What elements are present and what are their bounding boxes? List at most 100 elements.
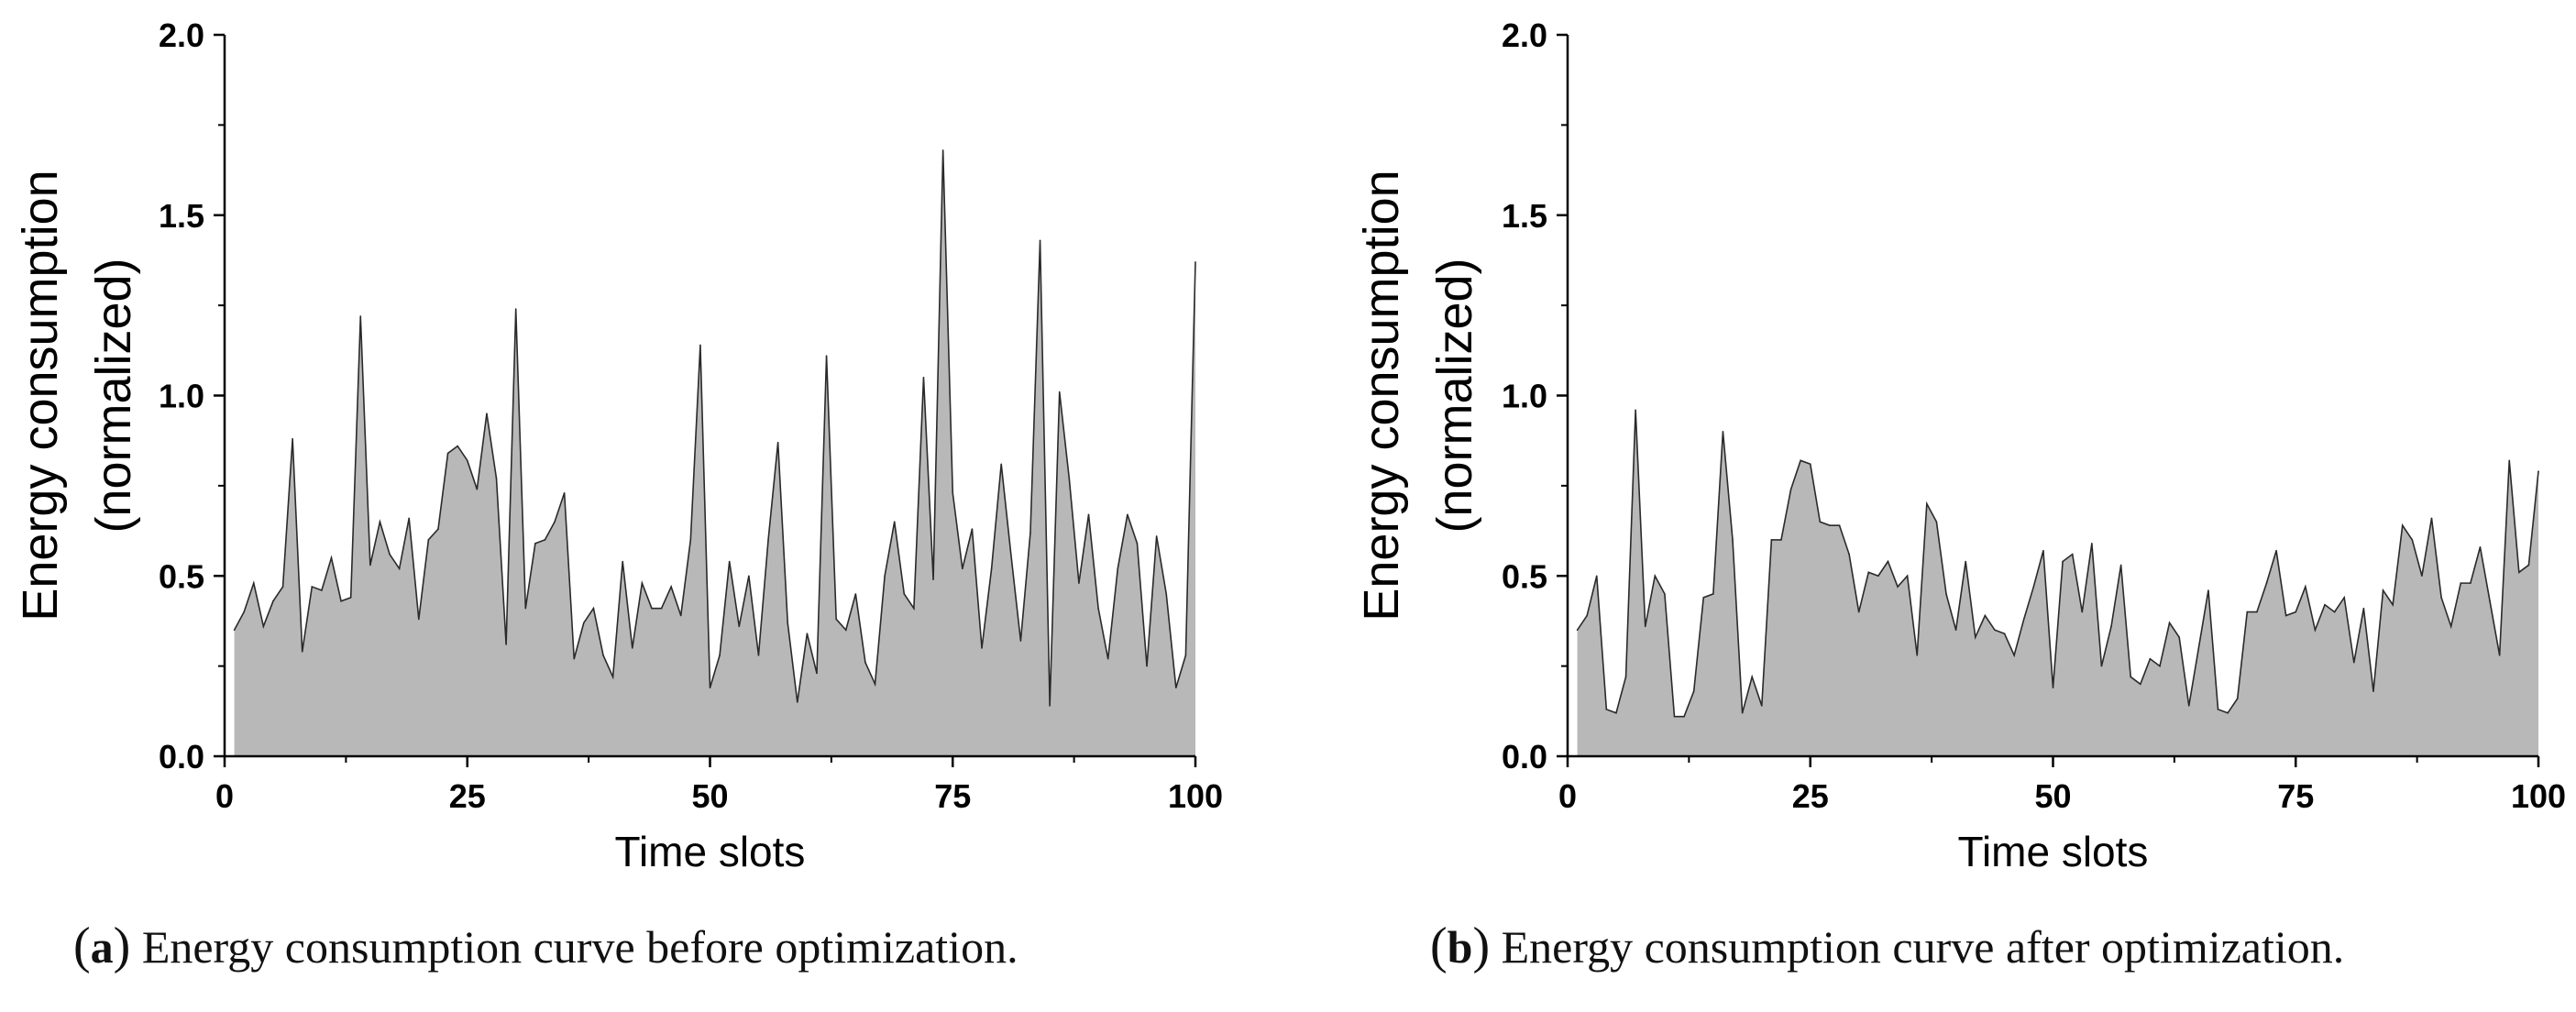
data-point xyxy=(884,575,886,578)
data-point xyxy=(1673,715,1676,718)
y-axis-label-line2: (normalized) xyxy=(1427,258,1482,533)
data-point xyxy=(1916,654,1919,656)
data-point xyxy=(1595,575,1598,578)
data-point xyxy=(1146,665,1148,667)
data-point xyxy=(1586,614,1588,617)
data-point xyxy=(2498,654,2501,656)
data-point xyxy=(2314,629,2317,632)
data-point xyxy=(524,607,527,610)
data-point xyxy=(2100,665,2103,667)
data-point xyxy=(1829,524,1831,526)
data-point xyxy=(2236,698,2239,699)
x-tick-label: 25 xyxy=(1792,777,1829,815)
data-point xyxy=(1984,614,1987,617)
data-point xyxy=(738,625,741,628)
data-point xyxy=(1965,560,1966,563)
data-point xyxy=(1097,607,1099,610)
data-point xyxy=(1780,539,1782,541)
data-point xyxy=(1165,593,1168,595)
data-point xyxy=(1722,431,1724,433)
caption-letter: a xyxy=(90,921,114,973)
data-point xyxy=(1039,239,1041,242)
data-point xyxy=(2343,597,2345,599)
data-point xyxy=(1945,593,1947,595)
data-point xyxy=(1000,463,1002,466)
data-point xyxy=(272,600,274,602)
data-point xyxy=(651,607,653,610)
chart-panel-a: 0.0 0.5 1.0 1.5 2.0 0 25 50 75 100 Time slots Energ… xyxy=(13,16,1223,975)
data-point xyxy=(816,672,818,675)
data-point xyxy=(243,610,245,613)
data-point xyxy=(825,355,828,358)
data-point xyxy=(2470,582,2471,584)
data-point xyxy=(2401,524,2404,526)
data-point xyxy=(573,657,576,660)
data-point xyxy=(2430,517,2433,520)
data-point xyxy=(2140,683,2141,686)
data-point xyxy=(583,622,585,624)
data-point xyxy=(311,586,314,588)
data-point xyxy=(2362,607,2365,610)
data-point xyxy=(2411,539,2414,541)
data-point xyxy=(1848,553,1850,556)
data-point xyxy=(2217,709,2219,710)
data-point xyxy=(2305,586,2306,588)
data-point xyxy=(864,661,866,664)
data-point xyxy=(728,560,731,563)
data-point xyxy=(787,622,789,624)
figure-caption-a: (a) Energy consumption curve before opti… xyxy=(73,917,1018,975)
data-point xyxy=(1683,715,1685,718)
data-point xyxy=(660,607,663,610)
y-tick-label: 1.5 xyxy=(1502,197,1547,235)
data-point xyxy=(2265,582,2268,584)
data-point xyxy=(835,618,837,621)
data-point xyxy=(2110,625,2112,628)
data-point xyxy=(2489,600,2491,602)
caption-letter: b xyxy=(1447,921,1473,973)
data-point xyxy=(2527,564,2530,566)
data-point xyxy=(1175,687,1177,689)
data-point xyxy=(1068,478,1071,479)
data-point xyxy=(2284,614,2287,617)
data-point xyxy=(398,567,401,570)
x-tick-label: 100 xyxy=(1168,777,1223,815)
data-point xyxy=(2537,470,2539,472)
data-point xyxy=(1019,640,1022,642)
y-tick-label: 0.5 xyxy=(1502,557,1547,595)
x-tick-label: 100 xyxy=(2511,777,2566,815)
data-point xyxy=(2324,603,2326,606)
data-point xyxy=(2187,705,2190,707)
data-point xyxy=(719,654,721,656)
data-point xyxy=(1974,636,1976,638)
data-point xyxy=(262,625,265,628)
x-axis-label: Time slots xyxy=(615,828,806,875)
data-point xyxy=(874,683,876,686)
data-point xyxy=(2227,711,2229,714)
data-point xyxy=(563,491,566,494)
data-point xyxy=(622,560,623,563)
data-point xyxy=(776,441,779,444)
y-tick-label: 1.0 xyxy=(159,378,204,415)
data-point xyxy=(1117,567,1119,570)
data-point xyxy=(2275,549,2277,552)
data-point xyxy=(641,582,644,584)
data-point xyxy=(340,600,342,602)
x-tick-label: 50 xyxy=(2034,777,2071,815)
data-point xyxy=(554,521,556,523)
data-point xyxy=(1857,610,1860,613)
data-point xyxy=(1624,676,1627,678)
data-point xyxy=(1926,502,1928,505)
x-tick-label: 0 xyxy=(1558,777,1577,815)
data-point xyxy=(1576,629,1579,632)
data-point xyxy=(2130,676,2132,678)
data-point xyxy=(2392,603,2394,606)
data-point xyxy=(1009,553,1012,556)
data-point xyxy=(514,308,517,310)
data-point xyxy=(1087,513,1090,516)
data-point xyxy=(1664,593,1666,595)
data-point xyxy=(2256,610,2258,613)
data-point xyxy=(1761,705,1763,707)
data-point xyxy=(797,701,798,703)
x-tick-label: 0 xyxy=(215,777,234,815)
y-tick-label: 1.5 xyxy=(159,197,204,235)
